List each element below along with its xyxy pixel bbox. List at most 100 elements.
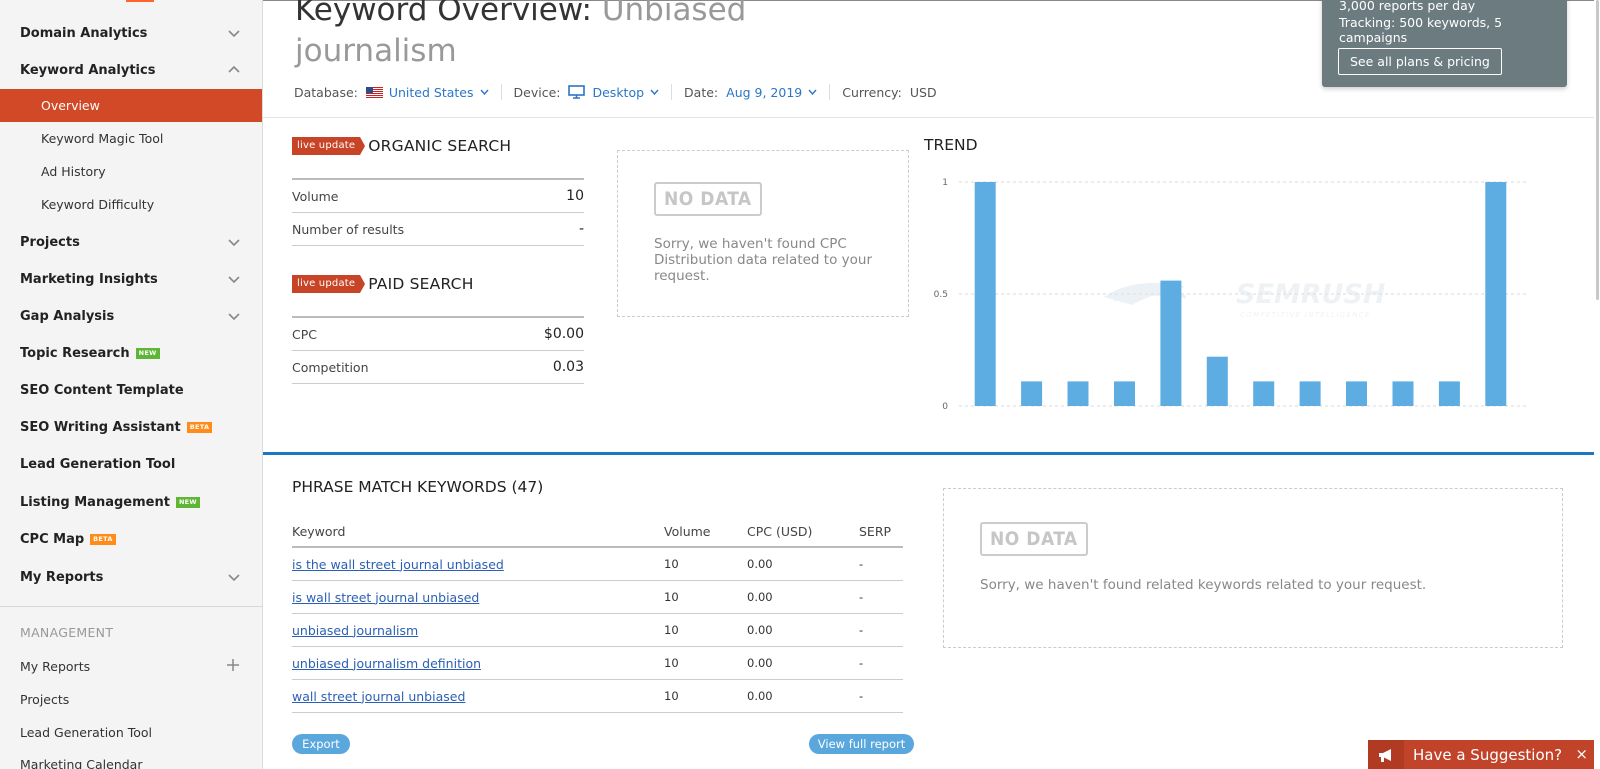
currency-value: USD (909, 84, 937, 100)
keyword-link[interactable]: is the wall street journal unbiased (292, 556, 504, 572)
sidebar-item-label: Marketing Insights (20, 271, 158, 287)
table-row: is wall street journal unbiased 10 0.00 … (292, 581, 903, 614)
management-item-projects[interactable]: Projects (20, 692, 70, 707)
trend-chart: SEMRUSH COMPETITIVE INTELLIGENCE 1 0.5 0 (934, 178, 1526, 412)
table-row: unbiased journalism 10 0.00 - (292, 614, 903, 647)
keyword-link[interactable]: is wall street journal unbiased (292, 589, 480, 605)
serp-cell: - (859, 689, 864, 703)
metric-row-cpc: CPC $0.00 (292, 318, 584, 351)
sidebar-subitem-keyword-magic-tool[interactable]: Keyword Magic Tool (0, 122, 262, 155)
sidebar-item-cpc-map[interactable]: CPC Map BETA (0, 521, 262, 557)
table-row: wall street journal unbiased 10 0.00 - (292, 680, 903, 713)
metric-label: Volume (292, 188, 339, 204)
sidebar-item-topic-research[interactable]: Topic Research NEW (0, 335, 262, 371)
sidebar-item-marketing-insights[interactable]: Marketing Insights (0, 261, 262, 297)
sidebar-subitem-label: Ad History (41, 164, 106, 179)
trend-bar[interactable] (1438, 381, 1460, 406)
chevron-down-icon (228, 313, 240, 321)
suggestion-widget[interactable]: Have a Suggestion? × (1368, 740, 1600, 769)
sidebar-subitem-keyword-difficulty[interactable]: Keyword Difficulty (0, 188, 262, 221)
cpc-cell: 0.00 (747, 557, 773, 571)
sidebar-item-keyword-analytics[interactable]: Keyword Analytics (0, 52, 262, 88)
sidebar-item-lead-generation-tool[interactable]: Lead Generation Tool (0, 446, 262, 482)
date-dropdown[interactable]: Aug 9, 2019 (726, 85, 817, 100)
scrollbar[interactable] (1594, 0, 1600, 769)
phrase-match-table: Keyword Volume CPC (USD) SERP is the wal… (292, 517, 903, 713)
sidebar-item-projects[interactable]: Projects (0, 224, 262, 260)
serp-cell: - (859, 590, 864, 604)
database-dropdown[interactable]: United States (365, 85, 489, 100)
sidebar-item-my-reports[interactable]: My Reports (0, 559, 262, 595)
scrollbar-thumb[interactable] (1596, 0, 1599, 300)
beta-badge: BETA (90, 533, 116, 545)
beta-badge: BETA (186, 421, 213, 433)
plus-icon[interactable] (226, 658, 240, 672)
table-header: Keyword Volume CPC (USD) SERP (292, 517, 903, 548)
metric-value: $0.00 (543, 326, 584, 342)
trend-bar[interactable] (1206, 356, 1228, 406)
y-tick-label: 0.5 (934, 290, 948, 300)
keyword-link[interactable]: unbiased journalism definition (292, 655, 482, 671)
column-header-keyword: Keyword (292, 524, 346, 539)
desktop-icon (568, 85, 586, 99)
metric-value: - (578, 221, 584, 237)
trend-bar[interactable] (1253, 381, 1275, 406)
sidebar-item-listing-management[interactable]: Listing Management NEW (0, 484, 262, 520)
sidebar-item-domain-analytics[interactable]: Domain Analytics (0, 15, 262, 51)
sidebar-subitem-overview[interactable]: Overview (0, 89, 262, 122)
management-item-marketing-calendar[interactable]: Marketing Calendar (20, 757, 143, 769)
sidebar-item-label: Listing Management (20, 494, 170, 510)
trend-bar[interactable] (1021, 381, 1043, 406)
header-divider (263, 117, 1600, 118)
megaphone-icon-svg (1379, 748, 1391, 762)
no-data-message: Sorry, we haven't found CPC Distribution… (654, 236, 872, 284)
sidebar-subitem-ad-history[interactable]: Ad History (0, 155, 262, 188)
export-button[interactable]: Export (292, 734, 350, 754)
phrase-match-heading: PHRASE MATCH KEYWORDS (47) (292, 478, 544, 496)
sidebar-item-seo-content-template[interactable]: SEO Content Template (0, 372, 262, 408)
sidebar-item-label: Projects (20, 234, 80, 250)
keyword-link[interactable]: wall street journal unbiased (292, 688, 466, 704)
close-icon[interactable]: × (1575, 745, 1588, 763)
column-header-volume: Volume (664, 524, 711, 539)
trend-bar[interactable] (1067, 381, 1089, 406)
sidebar-item-gap-analysis[interactable]: Gap Analysis (0, 298, 262, 334)
keyword-link[interactable]: unbiased journalism (292, 622, 419, 638)
column-header-cpc: CPC (USD) (747, 524, 813, 539)
management-heading: MANAGEMENT (20, 625, 114, 640)
metric-row-volume: Volume 10 (292, 180, 584, 213)
page-title-prefix: Keyword Overview: (295, 0, 592, 28)
sidebar-item-label: Topic Research (20, 345, 130, 361)
trend-bar[interactable] (1485, 182, 1507, 406)
sidebar-item-label: Gap Analysis (20, 308, 115, 324)
trend-bar[interactable] (1299, 381, 1321, 406)
metric-label: Competition (292, 359, 369, 375)
chevron-down-icon (228, 239, 240, 247)
trend-bar[interactable] (1392, 381, 1414, 406)
trend-bar[interactable] (1160, 280, 1182, 406)
us-flag-icon (365, 86, 383, 98)
trend-bar[interactable] (1114, 381, 1135, 406)
sidebar-item-seo-writing-assistant[interactable]: SEO Writing Assistant BETA (0, 409, 262, 445)
watermark-brand: SEMRUSH (1236, 279, 1386, 310)
page-title-wrap: Keyword Overview: Unbiased journalism (295, 0, 855, 72)
trend-bar[interactable] (974, 182, 996, 406)
management-item-lead-generation-tool[interactable]: Lead Generation Tool (20, 725, 152, 740)
management-item-my-reports[interactable]: My Reports (20, 659, 91, 674)
sidebar-subitem-label: Keyword Magic Tool (41, 131, 164, 146)
device-dropdown[interactable]: Desktop (568, 85, 659, 100)
filter-separator (671, 84, 673, 100)
serp-cell: - (859, 557, 864, 571)
trend-bar[interactable] (1346, 381, 1367, 406)
sidebar-subitem-label: Overview (41, 98, 100, 113)
currency-label: Currency: (842, 84, 902, 100)
megaphone-icon (1368, 740, 1404, 769)
database-label: Database: (294, 84, 358, 100)
see-plans-button[interactable]: See all plans & pricing (1338, 48, 1502, 75)
y-tick-label: 1 (942, 178, 948, 188)
sidebar-item-label: Lead Generation Tool (20, 456, 176, 472)
chevron-down-icon (650, 89, 659, 95)
cpc-cell: 0.00 (747, 689, 773, 703)
view-full-report-button[interactable]: View full report (809, 734, 914, 754)
